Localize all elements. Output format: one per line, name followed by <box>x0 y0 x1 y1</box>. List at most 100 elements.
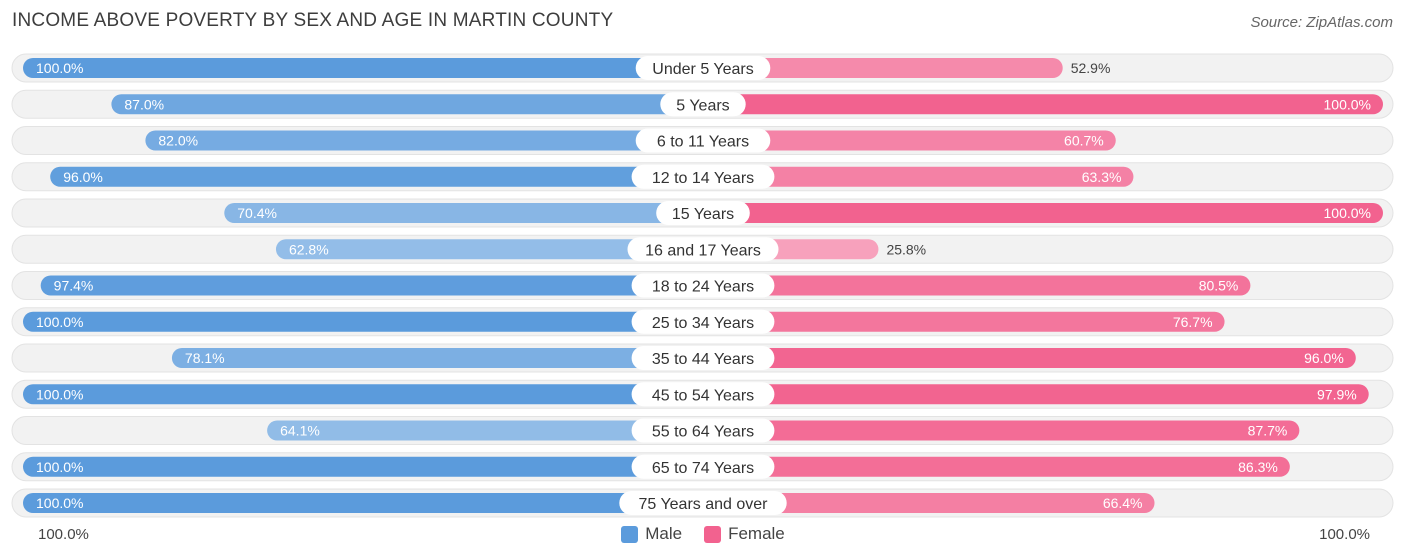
female-value-label: 96.0% <box>1304 350 1344 366</box>
row-4[interactable]: 70.4% 100.0% 15 Years <box>11 198 1394 228</box>
female-value-label: 66.4% <box>1103 495 1143 511</box>
category-pill <box>631 418 775 443</box>
row-2[interactable]: 82.0% 60.7% 6 to 11 Years <box>11 126 1394 155</box>
male-bar <box>171 348 704 368</box>
axis-right-label: 100.0% <box>1319 526 1370 543</box>
male-bar <box>23 456 703 477</box>
male-bar <box>50 166 703 187</box>
female-value-label: 97.9% <box>1317 386 1357 402</box>
category-label: 16 and 17 Years <box>645 242 761 259</box>
row-10[interactable]: 64.1% 87.7% 55 to 64 Years <box>11 416 1394 445</box>
legend-swatch-female <box>704 525 722 543</box>
legend-item-male[interactable]: Male <box>621 524 682 544</box>
category-label: 6 to 11 Years <box>657 134 749 151</box>
chart-title: INCOME ABOVE POVERTY BY SEX AND AGE IN M… <box>12 10 614 31</box>
male-value-label: 78.1% <box>185 350 225 366</box>
row-5[interactable]: 62.8% 25.8% 16 and 17 Years <box>11 234 1394 264</box>
bar-chart: 100.0% 52.9% Under 5 Years 87.0% 100.0% 5 Yea… <box>11 53 1394 518</box>
female-bar <box>703 275 1251 296</box>
row-12[interactable]: 100.0% 66.4% 75 Years and over <box>11 488 1394 518</box>
male-value-label: 82.0% <box>158 133 198 149</box>
male-bar <box>275 239 703 260</box>
female-bar <box>703 94 1383 115</box>
male-value-label: 97.4% <box>54 278 94 294</box>
row-3[interactable]: 96.0% 63.3% 12 to 14 Years <box>11 162 1394 192</box>
female-value-label: 76.7% <box>1173 314 1213 330</box>
female-bar <box>703 166 1134 187</box>
male-bar <box>40 275 704 296</box>
female-value-label: 87.7% <box>1248 423 1288 439</box>
row-7[interactable]: 100.0% 76.7% 25 to 34 Years <box>11 307 1394 337</box>
category-pill <box>631 164 775 189</box>
male-value-label: 62.8% <box>289 241 329 257</box>
male-bar <box>145 130 703 151</box>
female-value-label: 100.0% <box>1324 205 1371 221</box>
male-value-label: 100.0% <box>36 386 83 402</box>
source-label: Source: ZipAtlas.com <box>1250 14 1393 31</box>
male-value-label: 100.0% <box>36 314 83 330</box>
female-value-label: 25.8% <box>886 241 926 257</box>
female-bar <box>703 420 1300 441</box>
category-label: 25 to 34 Years <box>652 315 754 332</box>
category-label: 45 to 54 Years <box>652 387 754 404</box>
female-value-label: 86.3% <box>1238 459 1278 475</box>
female-bar <box>703 456 1290 477</box>
female-value-label: 100.0% <box>1324 96 1371 112</box>
legend-label-female: Female <box>728 524 785 543</box>
legend-label-male: Male <box>645 524 683 543</box>
male-bar <box>23 58 703 78</box>
category-label: Under 5 Years <box>652 61 753 78</box>
female-bar <box>703 203 1383 223</box>
category-pill <box>635 128 771 153</box>
male-value-label: 64.1% <box>280 423 320 439</box>
category-pill <box>635 56 771 80</box>
category-label: 65 to 74 Years <box>652 460 754 477</box>
axis-left-label: 100.0% <box>38 526 89 543</box>
male-value-label: 100.0% <box>36 495 83 511</box>
category-pill <box>631 382 775 407</box>
male-value-label: 70.4% <box>237 205 277 221</box>
row-9[interactable]: 100.0% 97.9% 45 to 54 Years <box>11 379 1394 409</box>
male-bar <box>267 420 703 441</box>
female-bar <box>703 493 1155 513</box>
female-value-label: 60.7% <box>1064 133 1104 149</box>
female-bar <box>703 58 1063 78</box>
legend-swatch-male <box>621 525 639 543</box>
male-bar <box>23 493 703 513</box>
male-bar <box>23 311 703 332</box>
category-pill <box>631 309 775 334</box>
male-value-label: 96.0% <box>63 169 103 185</box>
category-pill <box>660 92 746 117</box>
male-bar <box>23 384 703 405</box>
row-1[interactable]: 87.0% 100.0% 5 Years <box>11 89 1394 119</box>
category-label: 5 Years <box>676 97 729 114</box>
male-value-label: 100.0% <box>36 459 83 475</box>
male-bar <box>111 94 703 115</box>
row-0[interactable]: 100.0% 52.9% Under 5 Years <box>11 53 1394 83</box>
female-bar <box>703 384 1369 405</box>
female-bar <box>703 311 1225 332</box>
category-pill <box>631 273 775 298</box>
category-pill <box>656 201 750 225</box>
category-pill <box>627 237 779 262</box>
row-8[interactable]: 78.1% 96.0% 35 to 44 Years <box>11 343 1394 373</box>
category-label: 75 Years and over <box>639 496 769 513</box>
female-value-label: 63.3% <box>1082 169 1122 185</box>
male-value-label: 100.0% <box>36 60 83 76</box>
category-label: 12 to 14 Years <box>652 170 754 187</box>
female-value-label: 52.9% <box>1071 60 1111 76</box>
category-label: 18 to 24 Years <box>652 279 754 296</box>
female-bar <box>703 348 1356 368</box>
category-label: 15 Years <box>672 206 734 223</box>
male-value-label: 87.0% <box>124 96 164 112</box>
row-11[interactable]: 100.0% 86.3% 65 to 74 Years <box>11 452 1394 482</box>
category-pill <box>631 346 775 370</box>
category-label: 35 to 44 Years <box>652 351 754 368</box>
row-6[interactable]: 97.4% 80.5% 18 to 24 Years <box>11 271 1394 300</box>
male-bar <box>224 203 703 223</box>
legend: Male Female <box>0 524 1406 544</box>
female-value-label: 80.5% <box>1199 278 1239 294</box>
category-pill <box>631 454 775 479</box>
category-pill <box>619 491 787 515</box>
legend-item-female[interactable]: Female <box>704 524 785 544</box>
